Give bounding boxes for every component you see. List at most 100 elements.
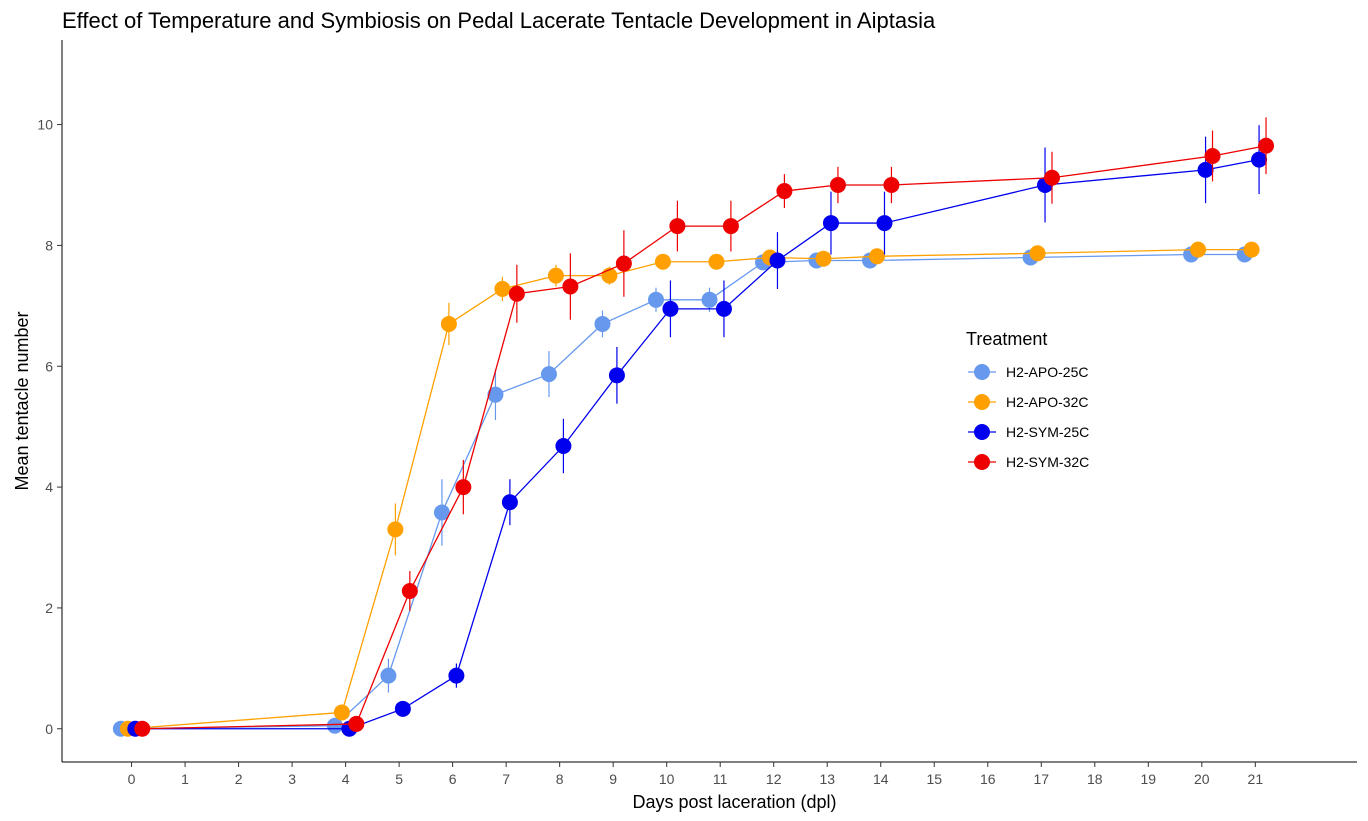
x-tick-label: 6 [449,771,457,787]
data-point [1243,241,1260,258]
x-tick-label: 20 [1194,771,1210,787]
data-point [669,218,686,235]
x-tick-label: 4 [342,771,350,787]
x-tick-label: 3 [288,771,296,787]
plot-area [112,117,1275,737]
series-line [127,249,1252,730]
data-point [540,366,557,383]
data-point [1258,137,1275,154]
chart-title: Effect of Temperature and Symbiosis on P… [62,8,936,33]
data-point [433,504,450,521]
y-tick-label: 4 [45,479,53,495]
data-point [487,386,504,403]
legend-item: H2-APO-32C [968,394,1088,410]
data-point [708,253,725,270]
data-point [501,494,518,511]
data-point [822,215,839,232]
data-point [387,521,404,538]
legend-label: H2-APO-25C [1006,364,1088,380]
data-point [440,315,457,332]
legend-key-marker [974,394,990,410]
data-point [876,215,893,232]
x-tick-label: 1 [181,771,189,787]
x-tick-label: 9 [609,771,617,787]
legend-label: H2-SYM-32C [1006,454,1089,470]
x-tick-label: 19 [1141,771,1157,787]
x-tick-label: 5 [395,771,403,787]
data-point [1043,169,1060,186]
series-H2-APO-25C [112,246,1253,737]
data-point [401,583,418,600]
x-tick-label: 0 [128,771,136,787]
data-point [776,183,793,200]
data-point [348,715,365,732]
x-tick-label: 13 [819,771,835,787]
x-tick-label: 21 [1248,771,1264,787]
legend-label: H2-SYM-25C [1006,424,1089,440]
x-tick-label: 8 [556,771,564,787]
x-axis-title: Days post laceration (dpl) [632,792,836,812]
series-H2-SYM-25C [127,125,1268,737]
x-tick-label: 16 [980,771,996,787]
data-point [562,278,579,295]
data-point [815,250,832,267]
legend-key-marker [974,454,990,470]
data-point [608,367,625,384]
y-tick-label: 6 [45,358,53,374]
data-point [555,438,572,455]
data-point [494,280,511,297]
data-point [1251,151,1268,168]
y-axis-title: Mean tentacle number [12,311,32,490]
data-point [701,291,718,308]
series-H2-SYM-32C [134,117,1275,737]
data-point [1190,241,1207,258]
data-point [769,252,786,269]
data-point [380,667,397,684]
x-tick-label: 11 [713,771,728,787]
x-tick-label: 15 [926,771,942,787]
data-point [883,177,900,194]
data-point [594,315,611,332]
data-point [547,267,564,284]
legend-key-marker [974,364,990,380]
x-tick-label: 10 [659,771,675,787]
x-tick-label: 7 [502,771,510,787]
data-point [1197,161,1214,178]
legend-label: H2-APO-32C [1006,394,1088,410]
data-point [326,717,343,734]
legend-item: H2-SYM-25C [968,424,1089,440]
legend-title: Treatment [966,329,1047,349]
data-point [1029,245,1046,262]
data-point [647,291,664,308]
series-H2-APO-32C [119,241,1260,737]
axes: 0 1 2 3 4 5 6 7 8 9 10 11 12 13 14 15 16 17 18 19 20 21024681… [37,40,1357,787]
x-tick-label: 12 [766,771,782,787]
x-tick-label: 14 [873,771,889,787]
data-point [722,218,739,235]
data-point [394,700,411,717]
data-point [134,720,151,737]
y-tick-label: 10 [37,117,53,133]
data-point [715,300,732,317]
data-point [508,285,525,302]
data-point [333,704,350,721]
legend-item: H2-APO-25C [968,364,1088,380]
data-point [654,253,671,270]
data-point [615,255,632,272]
data-point [1204,148,1221,165]
data-point [448,667,465,684]
y-tick-label: 8 [45,237,53,253]
series-line [142,145,1267,730]
data-point [868,248,885,265]
y-tick-label: 2 [45,600,53,616]
legend-item: H2-SYM-32C [968,454,1089,470]
series-line [135,158,1260,730]
data-point [662,300,679,317]
series-line [120,253,1245,730]
x-tick-label: 2 [235,771,243,787]
x-tick-label: 17 [1033,771,1049,787]
legend-key-marker [974,424,990,440]
legend: Treatment H2-APO-25C H2-APO-32C H2-SYM-25C… [966,329,1089,470]
data-point [455,479,472,496]
